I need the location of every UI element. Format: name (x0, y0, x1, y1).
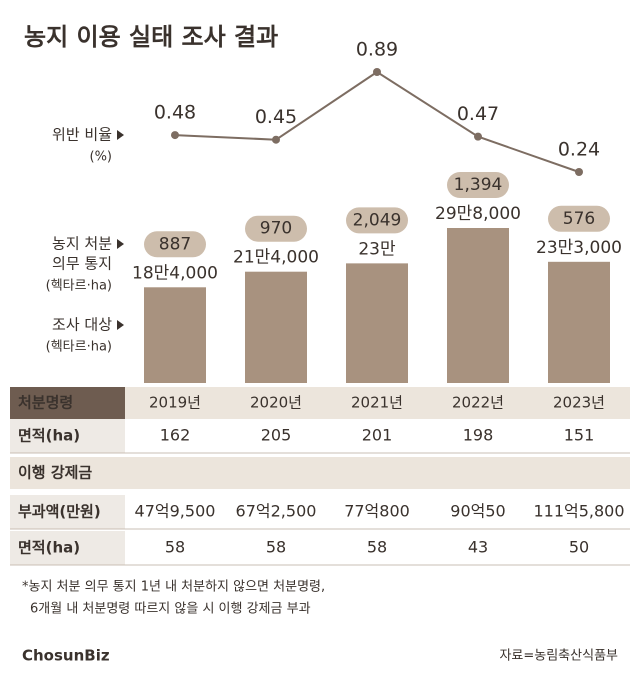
bar-value-label: 21만4,000 (233, 248, 319, 268)
line-value-label: 0.89 (356, 39, 398, 61)
table-cell: 58 (266, 538, 286, 557)
bar-value-label: 23만3,000 (536, 238, 622, 258)
table-cell: 58 (367, 538, 387, 557)
table-cell: 201 (362, 426, 393, 445)
pill-label: 887 (159, 234, 191, 254)
pill-label: 2,049 (353, 210, 402, 230)
table-cell: 67억2,500 (236, 502, 317, 521)
line-value-label: 0.47 (457, 103, 499, 125)
legend-label: 농지 처분 (52, 235, 112, 253)
table-cell: 90억50 (450, 502, 505, 521)
table-cell: 162 (160, 426, 191, 445)
bar-value-label: 23만 (358, 239, 396, 259)
pill (346, 207, 408, 234)
line-value-label: 0.24 (558, 139, 600, 161)
row-header-cell (10, 531, 125, 565)
year-label: 2019년 (149, 394, 201, 412)
table-cell: 47억9,500 (135, 502, 216, 521)
bar (245, 271, 307, 383)
table-header: 처분명령 (18, 394, 73, 412)
legend-label: 조사 대상 (52, 316, 112, 334)
legend-label: 위반 비율 (52, 126, 112, 144)
table-row (10, 457, 630, 489)
table-cell: 58 (165, 538, 185, 557)
row-header-cell (10, 419, 125, 453)
table-cell: 198 (463, 426, 494, 445)
bar-value-label: 29만8,000 (435, 204, 521, 224)
bar-value-label: 18만4,000 (132, 263, 218, 283)
title: 농지 이용 실태 조사 결과 (24, 23, 278, 51)
legend-arrow (117, 320, 124, 330)
pill (548, 205, 610, 232)
row-header-cell (10, 495, 125, 529)
footnote: *농지 처분 의무 통지 1년 내 처분하지 않으면 처분명령, (22, 580, 325, 595)
table-cell: 111억5,800 (533, 502, 624, 521)
line-point (272, 135, 280, 144)
year-label: 2021년 (351, 394, 403, 412)
pill-label: 1,394 (454, 175, 503, 195)
line-value-label: 0.45 (255, 106, 297, 128)
bar (548, 261, 610, 383)
year-label: 2020년 (250, 394, 302, 412)
year-label: 2023년 (553, 394, 605, 412)
table-cell: 151 (564, 426, 595, 445)
line-value-label: 0.48 (154, 102, 196, 124)
legend-label: 의무 통지 (52, 255, 112, 273)
row-label: 면적(ha) (18, 427, 80, 445)
bar (346, 263, 408, 383)
footnote: 6개월 내 처분명령 따르지 않을 시 이행 강제금 부과 (30, 601, 311, 617)
logo: ChosunBiz (22, 647, 110, 665)
table-cell: 43 (468, 538, 488, 557)
year-label: 2022년 (452, 394, 504, 412)
legend-arrow (117, 239, 124, 249)
section-header: 이행 강제금 (18, 464, 92, 482)
legend-unit: (%) (90, 150, 113, 165)
source: 자료=농림축산식품부 (499, 649, 618, 664)
legend-unit: (헥타르·ha) (46, 279, 112, 294)
table-cell: 50 (569, 538, 589, 557)
bar (447, 228, 509, 383)
row-label: 면적(ha) (18, 539, 80, 557)
table-cell: 205 (261, 426, 292, 445)
row-label: 부과액(만원) (18, 503, 101, 521)
line-point (575, 168, 583, 176)
line-point (373, 68, 381, 76)
pill-label: 576 (563, 209, 595, 229)
legend-arrow (117, 130, 124, 140)
row-header-cell (10, 387, 125, 419)
line-point (474, 132, 482, 141)
legend-unit: (헥타르·ha) (46, 340, 112, 355)
pill (144, 231, 206, 258)
line-point (171, 131, 179, 140)
table-cell: 77억800 (344, 502, 410, 521)
pill (447, 172, 509, 198)
bar (144, 287, 206, 383)
pill-label: 970 (260, 219, 292, 239)
pill (245, 215, 307, 242)
